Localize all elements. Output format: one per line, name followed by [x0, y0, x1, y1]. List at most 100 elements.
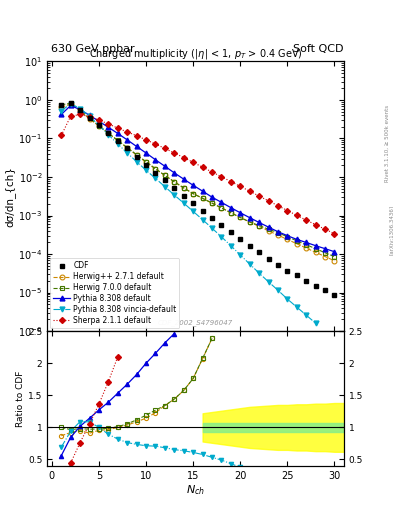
Herwig++ 2.7.1 default — [116, 138, 120, 144]
Herwig++ 2.7.1 default — [275, 232, 280, 238]
Herwig 7.0.0 default — [323, 250, 327, 256]
CDF — [106, 130, 111, 136]
Sherpa 2.1.1 default — [172, 150, 177, 156]
Pythia 8.308 vincia-default — [191, 208, 196, 215]
Herwig 7.0.0 default — [134, 152, 139, 158]
CDF — [97, 122, 101, 129]
Pythia 8.308 default — [106, 124, 111, 131]
Herwig 7.0.0 default — [294, 238, 299, 244]
Pythia 8.308 default — [257, 220, 261, 226]
Herwig 7.0.0 default — [87, 115, 92, 121]
Pythia 8.308 vincia-default — [247, 261, 252, 267]
Sherpa 2.1.1 default — [209, 169, 214, 175]
CDF — [68, 100, 73, 106]
Y-axis label: dσ/dn_{ch}: dσ/dn_{ch} — [4, 166, 15, 227]
CDF — [78, 107, 83, 113]
Herwig 7.0.0 default — [304, 242, 309, 248]
Herwig 7.0.0 default — [144, 159, 149, 165]
Herwig++ 2.7.1 default — [200, 195, 205, 201]
Pythia 8.308 default — [332, 249, 337, 255]
Pythia 8.308 default — [59, 112, 64, 118]
Herwig++ 2.7.1 default — [219, 205, 224, 211]
CDF — [285, 268, 290, 274]
Pythia 8.308 default — [134, 143, 139, 150]
Herwig++ 2.7.1 default — [228, 210, 233, 216]
Sherpa 2.1.1 default — [313, 222, 318, 228]
Sherpa 2.1.1 default — [163, 145, 167, 152]
Pythia 8.308 default — [238, 210, 242, 216]
Herwig++ 2.7.1 default — [191, 190, 196, 197]
Pythia 8.308 default — [200, 188, 205, 194]
Sherpa 2.1.1 default — [59, 133, 64, 139]
Herwig++ 2.7.1 default — [59, 104, 64, 110]
Sherpa 2.1.1 default — [285, 207, 290, 214]
Pythia 8.308 default — [275, 229, 280, 235]
Sherpa 2.1.1 default — [106, 121, 111, 127]
Herwig++ 2.7.1 default — [304, 245, 309, 251]
CDF — [163, 177, 167, 183]
Pythia 8.308 vincia-default — [144, 167, 149, 173]
Herwig 7.0.0 default — [285, 234, 290, 240]
Herwig++ 2.7.1 default — [97, 123, 101, 129]
Herwig 7.0.0 default — [172, 179, 177, 185]
CDF — [134, 154, 139, 160]
Pythia 8.308 vincia-default — [59, 108, 64, 114]
Sherpa 2.1.1 default — [266, 198, 271, 204]
Pythia 8.308 vincia-default — [163, 184, 167, 190]
Herwig 7.0.0 default — [200, 195, 205, 201]
CDF — [87, 115, 92, 121]
Sherpa 2.1.1 default — [200, 164, 205, 170]
Herwig 7.0.0 default — [106, 130, 111, 136]
Herwig++ 2.7.1 default — [172, 179, 177, 185]
CDF — [313, 283, 318, 289]
Pythia 8.308 default — [304, 240, 309, 246]
Pythia 8.308 vincia-default — [266, 279, 271, 285]
Herwig 7.0.0 default — [163, 173, 167, 179]
Text: 630 GeV ppbar: 630 GeV ppbar — [51, 44, 135, 54]
Title: Charged multiplicity ($|\eta|$ < 1, $p_T$ > 0.4 GeV): Charged multiplicity ($|\eta|$ < 1, $p_T… — [88, 48, 303, 61]
CDF — [191, 200, 196, 206]
Herwig 7.0.0 default — [209, 200, 214, 206]
CDF — [304, 279, 309, 285]
Pythia 8.308 vincia-default — [228, 243, 233, 249]
Pythia 8.308 default — [97, 118, 101, 124]
Herwig++ 2.7.1 default — [125, 145, 130, 151]
Sherpa 2.1.1 default — [238, 183, 242, 189]
Herwig++ 2.7.1 default — [294, 241, 299, 247]
Pythia 8.308 vincia-default — [172, 192, 177, 198]
Pythia 8.308 vincia-default — [106, 132, 111, 138]
Herwig 7.0.0 default — [125, 144, 130, 151]
Herwig 7.0.0 default — [313, 246, 318, 252]
Herwig 7.0.0 default — [332, 253, 337, 260]
CDF — [257, 249, 261, 255]
CDF — [247, 243, 252, 249]
Pythia 8.308 vincia-default — [275, 287, 280, 293]
Pythia 8.308 default — [153, 157, 158, 163]
Sherpa 2.1.1 default — [68, 113, 73, 119]
Sherpa 2.1.1 default — [294, 212, 299, 219]
CDF — [275, 262, 280, 268]
Herwig 7.0.0 default — [78, 107, 83, 113]
CDF — [144, 161, 149, 167]
Herwig 7.0.0 default — [275, 229, 280, 236]
Herwig++ 2.7.1 default — [134, 152, 139, 158]
CDF — [153, 169, 158, 176]
Pythia 8.308 default — [163, 163, 167, 169]
Herwig 7.0.0 default — [68, 100, 73, 106]
Text: CDF_2002_S4796047: CDF_2002_S4796047 — [158, 319, 233, 326]
Sherpa 2.1.1 default — [191, 159, 196, 165]
Legend: CDF, Herwig++ 2.7.1 default, Herwig 7.0.0 default, Pythia 8.308 default, Pythia : CDF, Herwig++ 2.7.1 default, Herwig 7.0.… — [50, 259, 180, 328]
Herwig++ 2.7.1 default — [87, 116, 92, 122]
Herwig++ 2.7.1 default — [238, 215, 242, 221]
Pythia 8.308 vincia-default — [97, 122, 101, 129]
Pythia 8.308 default — [87, 112, 92, 118]
Sherpa 2.1.1 default — [125, 129, 130, 135]
Pythia 8.308 default — [182, 176, 186, 182]
Pythia 8.308 default — [144, 150, 149, 156]
CDF — [219, 222, 224, 228]
Sherpa 2.1.1 default — [153, 141, 158, 147]
CDF — [116, 138, 120, 144]
Sherpa 2.1.1 default — [304, 217, 309, 223]
Sherpa 2.1.1 default — [144, 137, 149, 143]
CDF — [59, 102, 64, 108]
